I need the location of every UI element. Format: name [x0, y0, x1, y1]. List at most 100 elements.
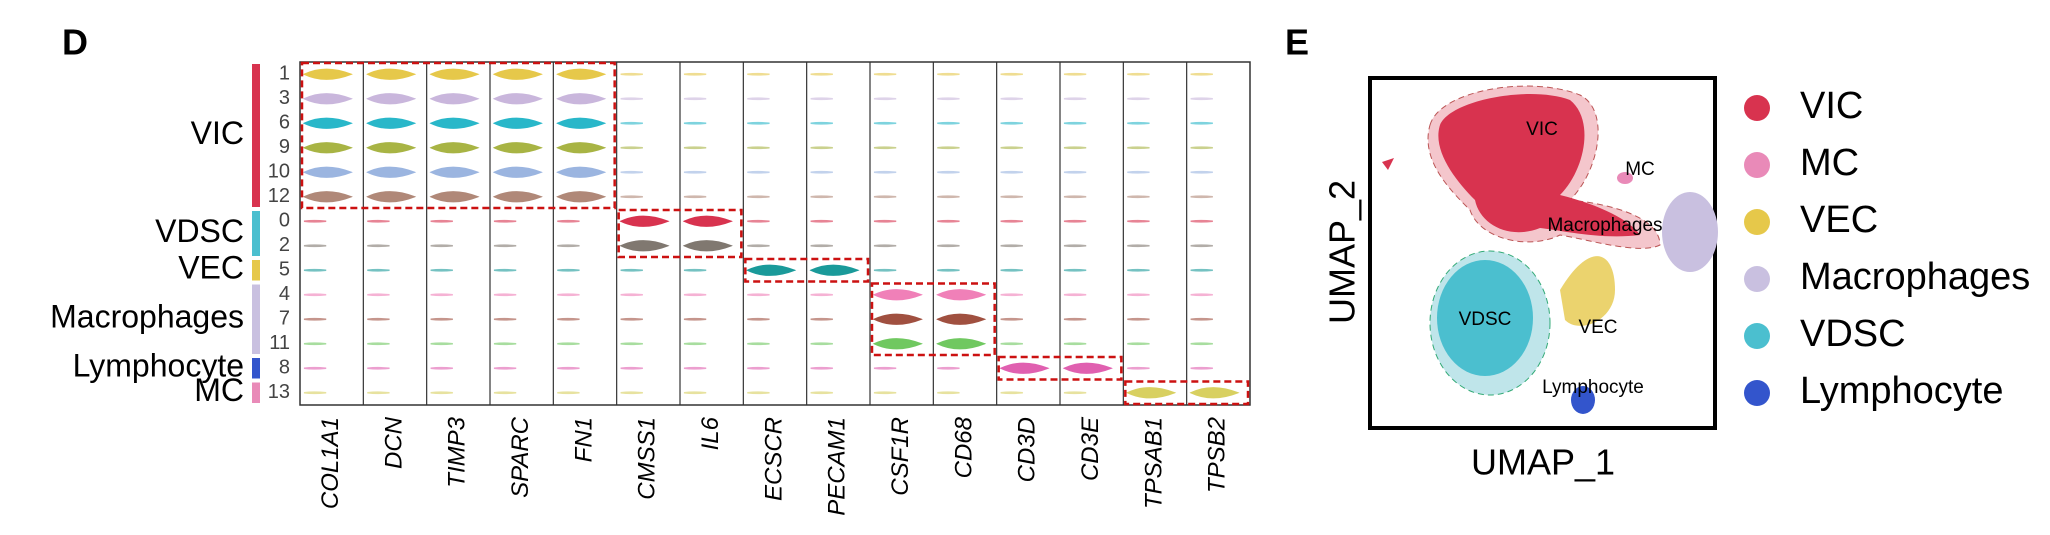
cluster-name: Macrophages	[1547, 215, 1662, 236]
violin	[936, 313, 987, 325]
group-label: VEC	[178, 250, 244, 286]
violin	[1063, 170, 1087, 174]
violin	[492, 142, 543, 154]
violin	[747, 195, 770, 199]
axis-label: UMAP_1	[1471, 442, 1615, 483]
cluster-blob	[1560, 256, 1615, 326]
cluster-blob	[1571, 386, 1595, 414]
violin	[620, 121, 643, 125]
violin	[557, 268, 580, 272]
violin	[1063, 244, 1087, 248]
gene-label: COL1A1	[317, 417, 344, 509]
violin	[810, 170, 833, 174]
cluster-label: 10	[268, 161, 290, 183]
violin	[620, 366, 643, 370]
legend-label: MC	[1800, 142, 1859, 184]
violin	[747, 391, 770, 395]
violin	[873, 195, 897, 199]
group-label: Lymphocyte	[73, 348, 244, 384]
violin	[873, 72, 897, 76]
violin	[367, 293, 390, 297]
group-bar	[252, 211, 260, 256]
violin	[1063, 146, 1087, 150]
violin	[1062, 362, 1113, 374]
violin	[747, 219, 770, 223]
violin	[557, 219, 580, 223]
axis-label: UMAP_2	[1322, 180, 1363, 324]
violin	[619, 240, 670, 252]
violin	[620, 293, 643, 297]
violin	[937, 195, 960, 199]
violin	[683, 121, 707, 125]
violin	[1190, 366, 1213, 370]
violin	[1063, 342, 1087, 346]
violin	[303, 366, 327, 370]
violin	[1063, 293, 1087, 297]
violin	[1190, 293, 1213, 297]
violin	[366, 68, 417, 80]
violin	[810, 146, 833, 150]
gene-label: IL6	[697, 416, 724, 450]
gene-label: CSF1R	[887, 417, 914, 496]
violin	[620, 317, 643, 321]
violin	[302, 117, 353, 129]
violin	[1000, 293, 1023, 297]
group-bar	[252, 260, 260, 281]
cluster-name: VDSC	[1459, 309, 1512, 330]
violin	[556, 68, 607, 80]
violin	[1126, 387, 1177, 399]
violin	[430, 244, 453, 248]
cluster-label: 1	[279, 63, 290, 85]
violin	[1127, 268, 1150, 272]
violin	[1063, 72, 1087, 76]
violin	[1190, 342, 1213, 346]
violin	[747, 170, 770, 174]
violin	[1063, 121, 1087, 125]
violin	[1190, 244, 1213, 248]
cluster-name: VEC	[1578, 317, 1617, 338]
violin	[937, 72, 960, 76]
violin	[872, 313, 923, 325]
violin	[619, 215, 670, 227]
violin	[936, 289, 987, 301]
violin	[682, 215, 733, 227]
violin	[1063, 391, 1087, 395]
cluster-blob	[1617, 172, 1633, 184]
violin	[302, 142, 353, 154]
cluster-label: 8	[279, 357, 290, 379]
violin	[366, 191, 417, 203]
violin	[683, 317, 707, 321]
violin	[1000, 219, 1023, 223]
violin	[493, 293, 517, 297]
cluster-label: 7	[279, 308, 290, 330]
violin	[556, 117, 607, 129]
violin	[303, 317, 327, 321]
violin	[872, 338, 923, 350]
violin	[492, 117, 543, 129]
violin	[683, 268, 707, 272]
violin	[936, 338, 987, 350]
violin	[620, 146, 643, 150]
violin	[1190, 268, 1213, 272]
violin	[492, 68, 543, 80]
violin	[366, 93, 417, 105]
violin	[1000, 146, 1023, 150]
violin	[430, 366, 453, 370]
violin	[1063, 219, 1087, 223]
violin	[556, 93, 607, 105]
highlight-box	[744, 257, 870, 283]
cluster-label: 0	[279, 210, 290, 232]
cluster-label: 13	[268, 381, 290, 403]
violin	[1063, 268, 1087, 272]
violin	[367, 391, 390, 395]
violin	[873, 121, 897, 125]
violin	[492, 166, 543, 178]
violin	[493, 268, 517, 272]
violin	[872, 289, 923, 301]
cluster-blob	[1438, 94, 1640, 237]
violin	[1127, 121, 1150, 125]
violin	[1190, 146, 1213, 150]
gene-label: TPSB2	[1204, 417, 1231, 493]
legend-dot	[1744, 266, 1770, 292]
